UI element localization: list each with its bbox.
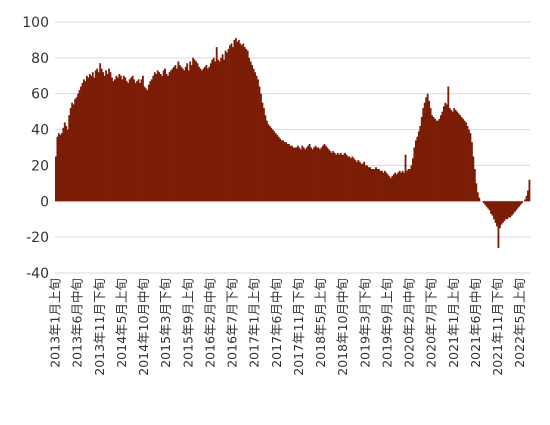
x-tick-label: 2015年9月上旬 [180,278,195,368]
x-tick-label: 2013年1月上旬 [48,278,63,368]
x-tick-label: 2017年1月上旬 [247,278,262,368]
x-tick-label: 2021年6月中旬 [468,278,483,368]
x-tick-label: 2016年7月下旬 [225,278,240,368]
x-tick-label: 2020年2月中旬 [402,278,417,368]
y-tick-label: -40 [26,266,49,282]
x-tick-label: 2019年9月上旬 [379,278,394,368]
x-tick-label: 2014年5月上旬 [114,278,129,368]
bars [55,38,530,248]
x-tick-label: 2021年11月下旬 [490,278,505,376]
bar [529,180,531,202]
x-tick-label: 2018年5月上旬 [313,278,328,368]
x-tick-label: 2015年3月下旬 [158,278,173,368]
x-tick-label: 2018年10月中旬 [335,278,350,376]
x-tick-label: 2019年3月下旬 [357,278,372,368]
x-tick-label: 2021年1月上旬 [446,278,461,368]
x-tick-label: 2022年5月上旬 [512,278,527,368]
x-tick-label: 2016年2月中旬 [202,278,217,368]
x-axis-ticks: 2013年1月上旬 2013年6月中旬 2013年11月下旬 2014年5月上旬 201… [48,278,528,376]
x-tick-label: 2017年11月下旬 [291,278,306,376]
y-tick-label: 20 [31,158,49,174]
bar [478,198,480,202]
x-tick-label: 2013年11月下旬 [92,278,107,376]
x-tick-label: 2020年7月下旬 [424,278,439,368]
y-tick-label: 80 [31,51,49,67]
y-tick-label: 100 [22,15,49,31]
y-tick-label: -20 [26,230,49,246]
x-tick-label: 2014年10月中旬 [136,278,151,376]
y-tick-label: 40 [31,123,49,139]
y-tick-label: 60 [31,87,49,103]
x-tick-label: 2017年6月中旬 [269,278,284,368]
y-tick-label: 0 [40,194,49,210]
x-tick-label: 2013年6月中旬 [70,278,85,368]
bar [521,201,523,203]
y-axis-ticks: 100 80 60 40 20 0 -20 -40 [22,15,49,282]
